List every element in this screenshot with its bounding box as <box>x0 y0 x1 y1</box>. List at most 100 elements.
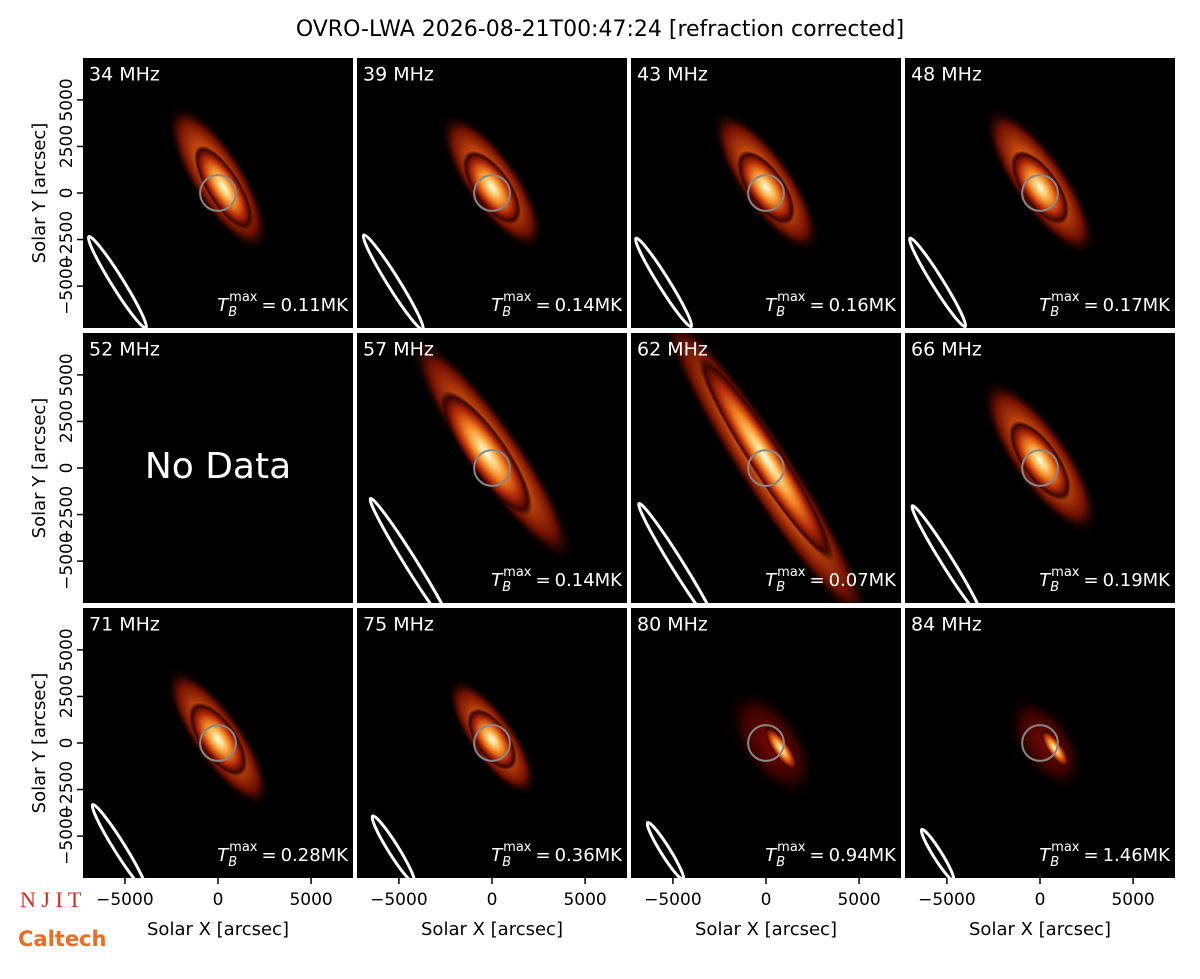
panel-title: 62 MHz <box>637 339 708 361</box>
image-layer <box>361 112 545 328</box>
tb-max-annotation: TBmax = 0.28MK <box>217 840 349 870</box>
tb-max-annotation: TBmax = 0.14MK <box>491 290 623 320</box>
image-layer <box>86 103 270 328</box>
tb-value: 0.17MK <box>1103 295 1172 316</box>
tb-symbol: T <box>217 295 230 316</box>
image-layer <box>368 333 576 603</box>
panel: 39 MHz TBmax = 0.14MK <box>357 58 627 328</box>
y-tick-label: −5000 <box>57 807 77 865</box>
tb-max-annotation: TBmax = 0.14MK <box>491 565 623 595</box>
y-tick-label: −2500 <box>57 761 77 819</box>
solar-disk <box>747 174 785 212</box>
y-tick-label: −5000 <box>57 532 77 590</box>
panel: 66 MHz TBmax = 0.19MK <box>905 333 1175 603</box>
panel: 57 MHz TBmax = 0.14MK <box>357 333 627 603</box>
beam <box>361 233 425 328</box>
emission <box>440 390 533 516</box>
image-layer <box>637 333 876 603</box>
tb-eq: = <box>809 845 824 866</box>
tb-sub: B <box>776 855 785 870</box>
tb-symbol: T <box>765 295 778 316</box>
solar-disk <box>473 174 511 212</box>
y-tick-label: −5000 <box>57 257 77 315</box>
tb-sup: max <box>503 290 532 305</box>
tb-max-annotation: TBmax = 0.19MK <box>1039 565 1171 595</box>
tb-max-annotation: TBmax = 0.11MK <box>217 290 349 320</box>
panel: 43 MHz TBmax = 0.16MK <box>631 58 901 328</box>
solar-disk <box>1021 449 1059 487</box>
solar-disk <box>199 724 237 762</box>
image-layer <box>908 106 1097 328</box>
beam <box>637 501 720 603</box>
tb-max-annotation: TBmax = 0.17MK <box>1039 290 1171 320</box>
y-tick-label: 5000 <box>57 353 77 396</box>
tb-sup: max <box>503 565 532 580</box>
panel-title: 71 MHz <box>89 614 160 636</box>
y-tick-label: 0 <box>57 463 77 474</box>
beam <box>368 496 456 603</box>
beam <box>634 236 694 328</box>
emission <box>189 702 247 776</box>
y-tick-label: 2500 <box>57 400 77 443</box>
y-tick-label: 5000 <box>57 628 77 671</box>
tb-max-annotation: TBmax = 0.36MK <box>491 840 623 870</box>
y-axis-label: Solar Y [arcsec] <box>29 123 50 264</box>
tb-eq: = <box>261 845 276 866</box>
tb-eq: = <box>809 570 824 591</box>
tb-value: 1.46MK <box>1103 845 1172 866</box>
emission <box>1040 729 1070 768</box>
x-tick-label: 0 <box>761 890 772 910</box>
tb-sub: B <box>502 855 511 870</box>
panel: 48 MHz TBmax = 0.17MK <box>905 58 1175 328</box>
emission <box>737 150 795 225</box>
x-tick-label: 0 <box>487 890 498 910</box>
image-layer <box>370 677 538 878</box>
y-tick-label: −2500 <box>57 211 77 269</box>
emission <box>1009 420 1071 501</box>
beam <box>86 234 149 328</box>
tb-max-annotation: TBmax = 0.16MK <box>765 290 897 320</box>
emission <box>463 150 521 225</box>
y-tick-label: 0 <box>57 738 77 749</box>
tb-sup: max <box>229 840 258 855</box>
emission <box>764 726 798 771</box>
image-layer <box>645 686 818 878</box>
tb-sub: B <box>1050 580 1059 595</box>
x-axis-label: Solar X [arcsec] <box>969 919 1111 940</box>
panel-title: 48 MHz <box>911 64 982 86</box>
x-tick-label: −5000 <box>644 890 702 910</box>
panel-title: 80 MHz <box>637 614 708 636</box>
tb-symbol: T <box>1039 845 1052 866</box>
panel-title: 84 MHz <box>911 614 982 636</box>
tb-sub: B <box>228 855 237 870</box>
tb-max-annotation: TBmax = 1.46MK <box>1039 840 1171 870</box>
tb-symbol: T <box>491 295 504 316</box>
beam <box>910 504 984 603</box>
tb-eq: = <box>261 295 276 316</box>
y-tick-label: 2500 <box>57 675 77 718</box>
tb-max-annotation: TBmax = 0.07MK <box>765 565 897 595</box>
emission <box>467 708 517 770</box>
tb-sup: max <box>777 840 806 855</box>
x-tick-label: 5000 <box>289 890 332 910</box>
x-tick-label: 0 <box>213 890 224 910</box>
tb-value: 0.14MK <box>555 570 624 591</box>
panel: 34 MHz TBmax = 0.11MK −5000−2500 0 2500 5000 Sol… <box>29 58 353 328</box>
logo-njit: N J I T <box>20 887 82 912</box>
x-tick-label: 5000 <box>563 890 606 910</box>
tb-sup: max <box>1051 840 1080 855</box>
tb-sub: B <box>502 580 511 595</box>
tb-sub: B <box>776 305 785 320</box>
tb-value: 0.14MK <box>555 295 624 316</box>
solar-disk <box>747 449 785 487</box>
y-axis-label: Solar Y [arcsec] <box>29 398 50 539</box>
no-data-note: No Data <box>145 446 291 487</box>
y-tick-label: −2500 <box>57 486 77 544</box>
tb-eq: = <box>1083 845 1098 866</box>
x-tick-label: 5000 <box>1111 890 1154 910</box>
tb-sup: max <box>503 840 532 855</box>
tb-symbol: T <box>491 845 504 866</box>
